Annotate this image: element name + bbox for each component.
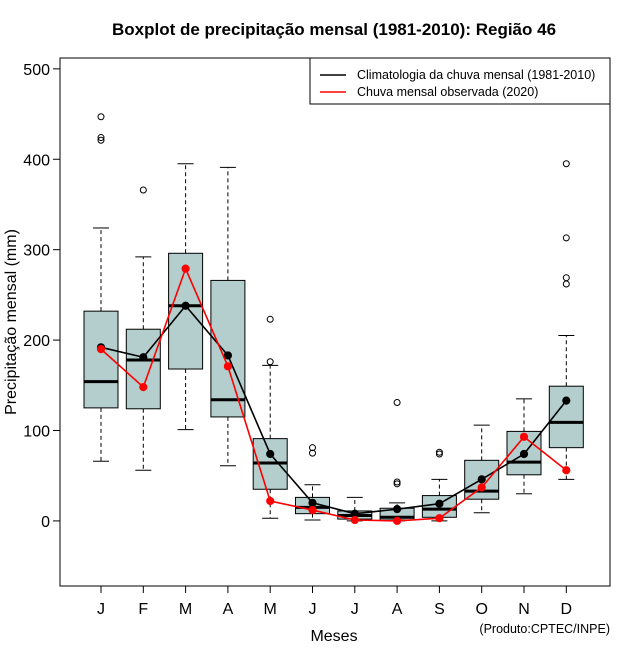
y-axis: 0 100 200 300 400 500	[23, 62, 61, 531]
outlier-point	[139, 186, 147, 194]
series-point	[350, 515, 359, 525]
x-tick-label: A	[392, 601, 403, 618]
box-8	[379, 398, 415, 522]
series-line	[100, 266, 567, 522]
box-iqr	[210, 279, 246, 418]
series-point	[139, 353, 148, 362]
chart-title: Boxplot de precipitação mensal (1981-201…	[112, 20, 556, 39]
outlier-point	[393, 398, 401, 406]
series-point	[519, 449, 529, 459]
outlier-point	[393, 478, 401, 486]
outlier-point	[393, 480, 401, 488]
legend-label-observed: Chuva mensal observada (2020)	[357, 85, 538, 99]
y-tick-label: 500	[23, 62, 50, 79]
series-point	[393, 516, 402, 526]
box-12	[548, 160, 584, 480]
box-5	[252, 315, 288, 519]
outlier-point	[97, 113, 105, 121]
x-tick-label: F	[138, 601, 148, 618]
x-tick-label: J	[97, 601, 105, 618]
credit-text: (Produto:CPTEC/INPE)	[479, 622, 610, 636]
box-iqr	[548, 385, 584, 449]
x-tick-label: J	[309, 601, 317, 618]
x-tick-label: J	[351, 601, 359, 618]
x-tick-label: M	[264, 601, 277, 618]
y-tick-label: 0	[41, 514, 50, 531]
y-tick-label: 200	[23, 333, 50, 350]
box-iqr	[125, 328, 161, 410]
series-point	[477, 475, 486, 484]
box-3	[168, 163, 204, 431]
x-tick-label: D	[561, 601, 573, 618]
series-point	[393, 505, 402, 514]
outlier-point	[562, 274, 570, 282]
series-point	[181, 301, 190, 310]
series-line	[100, 304, 567, 515]
box-iqr	[168, 252, 204, 370]
y-tick-label: 300	[23, 243, 50, 260]
outlier-point	[266, 358, 274, 366]
box-2	[125, 186, 161, 471]
plot-frame	[59, 57, 611, 587]
series-point	[519, 432, 529, 441]
series-point	[96, 345, 106, 354]
series-point	[308, 498, 317, 507]
outlier-point	[97, 134, 105, 142]
x-tick-label: S	[434, 601, 445, 618]
outlier-point	[97, 136, 105, 144]
series-observed	[96, 264, 571, 526]
outlier-point	[309, 444, 316, 452]
series-point	[562, 466, 571, 475]
legend-box	[309, 57, 611, 105]
box-4	[210, 166, 246, 467]
outlier-point	[309, 449, 316, 457]
x-tick-label: N	[518, 601, 530, 618]
series-point	[435, 499, 444, 508]
legend: Climatologia da chuva mensal (1981-2010)…	[309, 57, 611, 105]
outlier-point	[266, 315, 274, 323]
series-point	[477, 483, 486, 492]
series-point	[562, 396, 571, 405]
series-point	[266, 449, 275, 459]
outlier-point	[562, 280, 570, 288]
y-tick-label: 400	[23, 152, 50, 169]
series-point	[223, 351, 232, 360]
outlier-point	[435, 448, 443, 456]
outlier-point	[562, 160, 570, 168]
series-point	[435, 514, 444, 523]
series-point	[308, 505, 317, 515]
box-1	[83, 113, 119, 462]
series-point	[223, 362, 232, 371]
plot-area	[83, 113, 584, 526]
series-point	[181, 264, 190, 273]
x-tick-label: O	[475, 601, 487, 618]
x-tick-label: A	[223, 601, 234, 618]
x-tick-label: M	[179, 601, 192, 618]
series-point	[139, 382, 148, 392]
y-axis-label: Precipitação mensal (mm)	[3, 229, 20, 415]
box-10	[464, 424, 500, 514]
x-axis-label: Meses	[310, 628, 357, 645]
legend-label-climatology: Climatologia da chuva mensal (1981-2010)	[357, 68, 595, 82]
series-point	[266, 496, 275, 506]
outlier-point	[562, 234, 570, 242]
outlier-point	[435, 450, 443, 458]
y-tick-label: 100	[23, 423, 50, 440]
